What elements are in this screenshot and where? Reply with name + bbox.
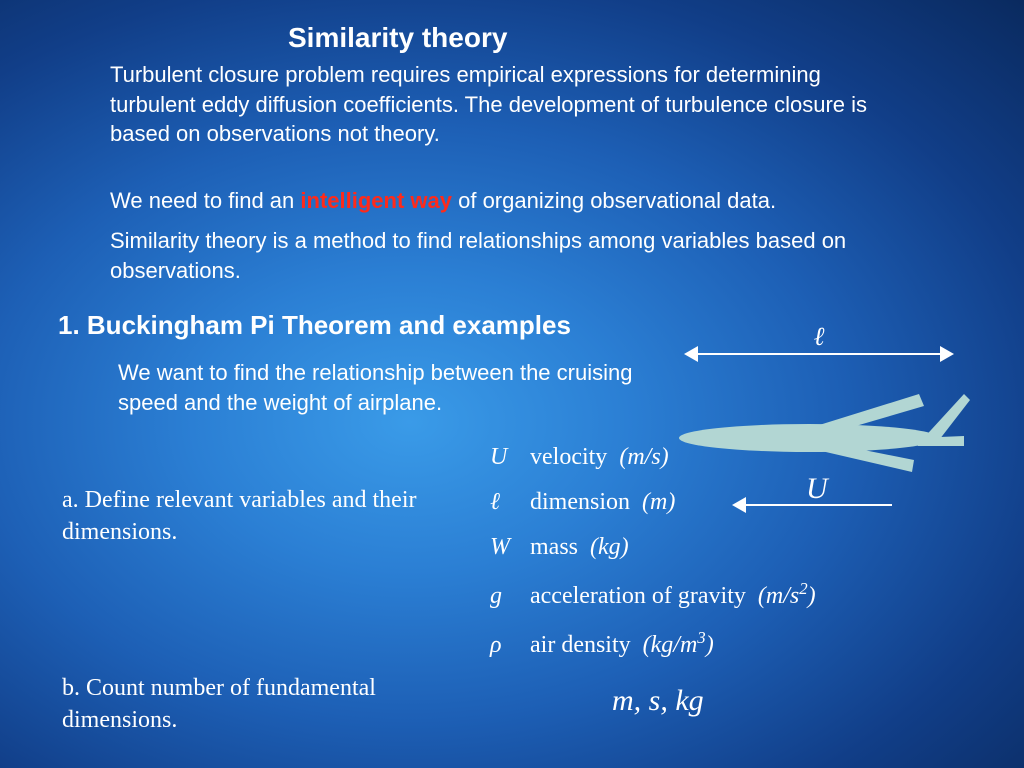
intro-paragraph-3: Similarity theory is a method to find re… bbox=[110, 226, 890, 285]
var-unit: (kg) bbox=[590, 534, 629, 560]
step-a-text: a. Define relevant variables and their d… bbox=[62, 484, 422, 549]
intro-paragraph-1: Turbulent closure problem requires empir… bbox=[110, 60, 890, 149]
var-symbol: g bbox=[490, 583, 518, 610]
velocity-line bbox=[746, 504, 892, 506]
step-b-text: b. Count number of fundamental dimension… bbox=[62, 672, 462, 737]
var-name: air density bbox=[530, 632, 631, 658]
section-heading-1: 1. Buckingham Pi Theorem and examples bbox=[58, 310, 571, 341]
var-unit: (m/s) bbox=[619, 444, 668, 470]
var-name: acceleration of gravity bbox=[530, 583, 746, 609]
var-name: dimension bbox=[530, 489, 630, 515]
airplane-diagram: ℓ U bbox=[664, 330, 984, 540]
velocity-label: U bbox=[806, 472, 828, 506]
p2-highlight: intelligent way bbox=[300, 188, 452, 213]
length-arrow: ℓ bbox=[684, 340, 954, 368]
var-name: velocity bbox=[530, 444, 607, 470]
variable-row: g acceleration of gravity (m/s2) bbox=[490, 579, 816, 610]
var-unit: (m/s2) bbox=[758, 583, 816, 609]
fundamental-dimensions: m, s, kg bbox=[612, 684, 704, 718]
p2-part-a: We need to find an bbox=[110, 188, 300, 213]
airplane-icon bbox=[664, 376, 984, 486]
variable-row: ρ air density (kg/m3) bbox=[490, 628, 816, 659]
slide-title: Similarity theory bbox=[288, 22, 507, 54]
var-symbol: ρ bbox=[490, 632, 518, 659]
length-label: ℓ bbox=[814, 322, 825, 352]
var-symbol: ℓ bbox=[490, 489, 518, 516]
var-name: mass bbox=[530, 534, 578, 560]
arrowhead-right-icon bbox=[940, 346, 954, 362]
example-intro: We want to find the relationship between… bbox=[118, 358, 638, 417]
velocity-arrow: U bbox=[732, 480, 892, 512]
var-symbol: W bbox=[490, 534, 518, 561]
p2-part-b: of organizing observational data. bbox=[452, 188, 776, 213]
var-unit: (kg/m3) bbox=[643, 632, 714, 658]
arrowhead-left-icon bbox=[732, 497, 746, 513]
var-symbol: U bbox=[490, 444, 518, 471]
length-line bbox=[692, 353, 946, 355]
intro-paragraph-2: We need to find an intelligent way of or… bbox=[110, 186, 920, 216]
